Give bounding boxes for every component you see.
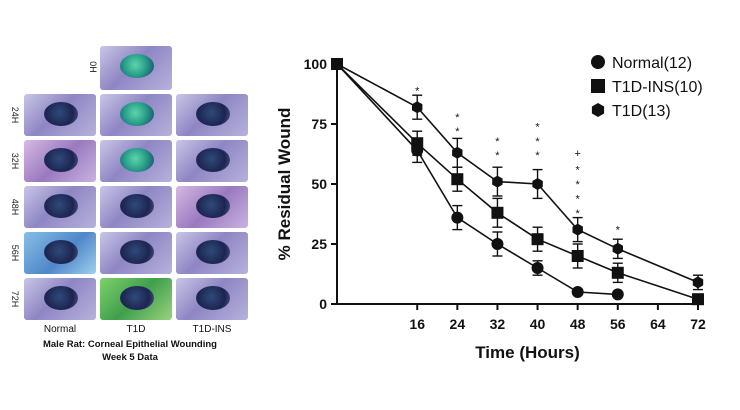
x-tick-label-64: 64	[650, 316, 666, 332]
point-hexagon-16	[412, 101, 423, 114]
point-square-48	[571, 250, 584, 262]
point-hexagon-0	[331, 58, 343, 70]
column-label-t1d: T1D	[126, 324, 146, 335]
point-square-24	[451, 173, 464, 186]
point-hexagon-32	[492, 175, 503, 188]
significance-mark-3: *	[495, 136, 500, 148]
legend-marker-square	[591, 79, 605, 93]
legend-label-hexagon: T1D(13)	[612, 103, 671, 120]
point-circle-24	[451, 211, 464, 224]
series-line-square	[336, 63, 699, 300]
y-tick-label-50: 50	[311, 176, 327, 192]
point-square-16	[411, 137, 424, 150]
column-label-t1d-ins: T1D-INS	[192, 324, 232, 335]
significance-mark-11: *	[576, 193, 581, 205]
x-axis-title: Time (Hours)	[475, 343, 580, 362]
eye-photo-24h-t1d	[100, 94, 172, 136]
x-tick-label-56: 56	[610, 316, 626, 332]
row-label-24h: 24H	[10, 106, 20, 124]
point-square-56	[611, 266, 624, 279]
y-tick-label-100: 100	[304, 56, 328, 72]
point-hexagon-24	[452, 146, 463, 159]
eye-photo-32h-t1d-ins	[176, 140, 248, 182]
point-square-40	[531, 233, 544, 246]
significance-mark-5: *	[535, 121, 540, 133]
significance-mark-7: *	[535, 150, 540, 162]
y-tick-label-75: 75	[311, 116, 327, 132]
eye-photo-72h-normal	[24, 278, 96, 320]
residual-wound-chart: 0 25 50 75 100 16 24 32 40 48 56 64 72 Time (Hours) % …	[275, 55, 706, 362]
photo-caption-line2: Week 5 Data	[102, 352, 158, 363]
eye-photo-48h-normal	[24, 186, 96, 228]
point-square-72	[692, 293, 704, 306]
eye-photo-panel: 0H 24H 32H 48H 56H 72H Normal T1D T1D-IN…	[0, 0, 260, 410]
legend-marker-hexagon	[591, 103, 605, 117]
significance-mark-10: *	[576, 179, 581, 191]
row-label-32h: 32H	[10, 152, 20, 170]
significance-mark-8: +	[574, 148, 580, 160]
point-hexagon-56	[612, 242, 623, 255]
legend-label-circle: Normal(12)	[612, 55, 692, 72]
x-tick-label-16: 16	[409, 316, 425, 332]
eye-photo-32h-t1d	[100, 140, 172, 182]
eye-photo-0h-t1d	[100, 46, 172, 90]
eye-photo-24h-normal	[24, 94, 96, 136]
eye-photo-48h-t1d	[100, 186, 172, 228]
point-hexagon-48	[572, 223, 583, 236]
x-tick-label-24: 24	[450, 316, 466, 332]
significance-mark-4: *	[495, 150, 500, 162]
photo-caption-line1: Male Rat: Corneal Epithelial Wounding	[42, 339, 217, 350]
x-tick-label-32: 32	[490, 316, 506, 332]
y-tick-label-25: 25	[311, 236, 327, 252]
eye-photo-56h-normal	[24, 232, 96, 274]
row-label-48h: 48H	[10, 198, 20, 216]
point-circle-40	[531, 262, 544, 274]
significance-mark-0: *	[415, 85, 420, 97]
series-line-hexagon	[336, 63, 699, 284]
significance-mark-6: *	[535, 136, 540, 148]
significance-mark-9: *	[576, 165, 581, 177]
x-tick-label-40: 40	[530, 316, 546, 332]
row-label-56h: 56H	[10, 244, 20, 262]
point-circle-48	[571, 286, 584, 298]
eye-photo-24h-t1d-ins	[176, 94, 248, 136]
row-label-0h: 0H	[88, 61, 98, 73]
eye-photo-56h-t1d-ins	[176, 232, 248, 274]
eye-photo-32h-normal	[24, 140, 96, 182]
y-axis-title: % Residual Wound	[275, 108, 294, 261]
row-label-72h: 72H	[10, 290, 20, 308]
point-circle-32	[491, 238, 504, 250]
eye-photo-48h-t1d-ins	[176, 186, 248, 228]
significance-mark-13: *	[616, 225, 621, 237]
eye-photo-72h-t1d-ins	[176, 278, 248, 320]
point-hexagon-40	[532, 178, 543, 190]
legend-marker-circle	[591, 55, 605, 69]
point-circle-56	[611, 288, 624, 301]
significance-mark-2: *	[455, 126, 460, 138]
eye-photo-56h-t1d	[100, 232, 172, 274]
x-tick-label-72: 72	[690, 316, 706, 332]
significance-mark-1: *	[455, 112, 460, 124]
legend-label-square: T1D-INS(10)	[612, 79, 703, 96]
point-hexagon-72	[692, 276, 704, 289]
eye-photo-72h-t1d	[100, 278, 172, 320]
significance-mark-12: *	[576, 208, 581, 220]
y-tick-label-0: 0	[319, 296, 327, 312]
column-label-normal: Normal	[43, 324, 77, 335]
point-square-32	[491, 206, 504, 219]
x-tick-label-48: 48	[570, 316, 586, 332]
